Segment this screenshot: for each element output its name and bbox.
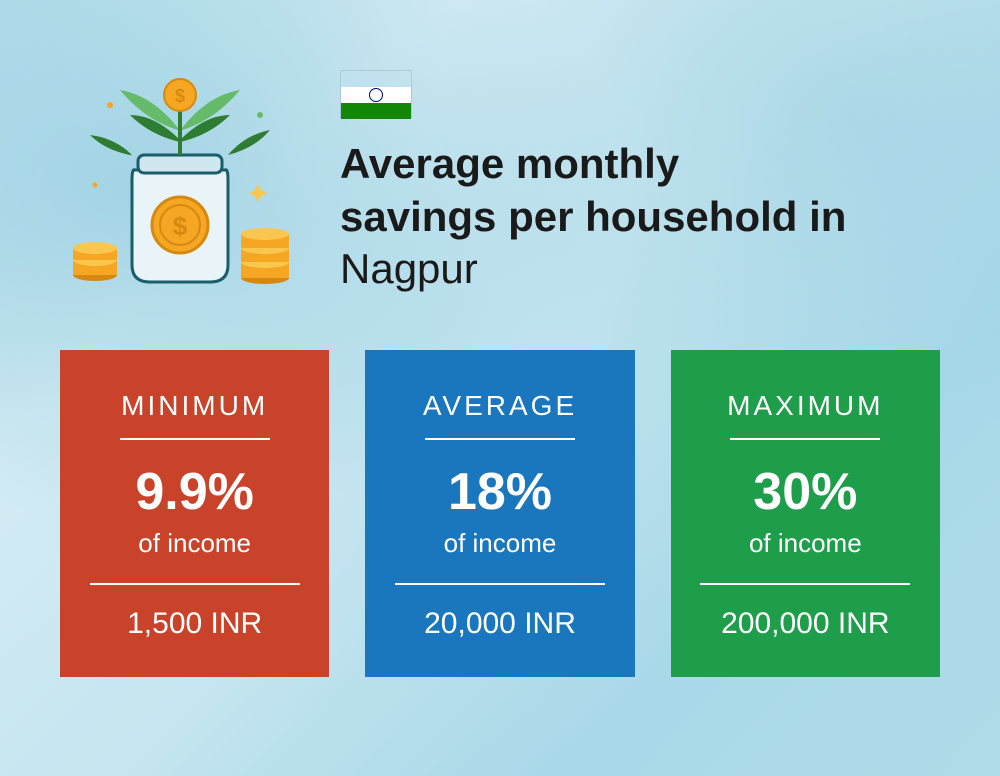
flag-green-stripe [341, 103, 411, 119]
card-label: MINIMUM [121, 390, 268, 422]
flag-white-stripe [341, 87, 411, 103]
card-amount: 200,000 INR [721, 607, 889, 641]
card-subtext: of income [138, 528, 251, 559]
card-subtext: of income [444, 528, 557, 559]
stat-card-average: AVERAGE 18% of income 20,000 INR [365, 350, 634, 677]
card-percent: 30% [753, 462, 857, 522]
header: $ $ Average monthly savi [0, 0, 1000, 320]
stat-card-minimum: MINIMUM 9.9% of income 1,500 INR [60, 350, 329, 677]
svg-text:$: $ [173, 211, 188, 241]
card-percent: 18% [448, 462, 552, 522]
india-flag-icon [340, 70, 412, 118]
card-divider [425, 438, 575, 440]
card-divider [90, 583, 300, 585]
card-divider [730, 438, 880, 440]
card-label: MAXIMUM [727, 390, 883, 422]
title-city: Nagpur [340, 243, 940, 296]
svg-text:$: $ [175, 86, 185, 106]
card-divider [700, 583, 910, 585]
card-subtext: of income [749, 528, 862, 559]
flag-saffron-stripe [341, 71, 411, 87]
stat-cards-row: MINIMUM 9.9% of income 1,500 INR AVERAGE… [0, 320, 1000, 737]
card-amount: 1,500 INR [127, 607, 262, 641]
card-divider [395, 583, 605, 585]
stat-card-maximum: MAXIMUM 30% of income 200,000 INR [671, 350, 940, 677]
card-percent: 9.9% [135, 462, 254, 522]
title-line-2: savings per household in [340, 191, 940, 244]
savings-jar-illustration: $ $ [60, 60, 300, 300]
card-label: AVERAGE [423, 390, 577, 422]
header-text-block: Average monthly savings per household in… [340, 60, 940, 296]
card-divider [120, 438, 270, 440]
title-line-1: Average monthly [340, 138, 940, 191]
card-amount: 20,000 INR [424, 607, 576, 641]
